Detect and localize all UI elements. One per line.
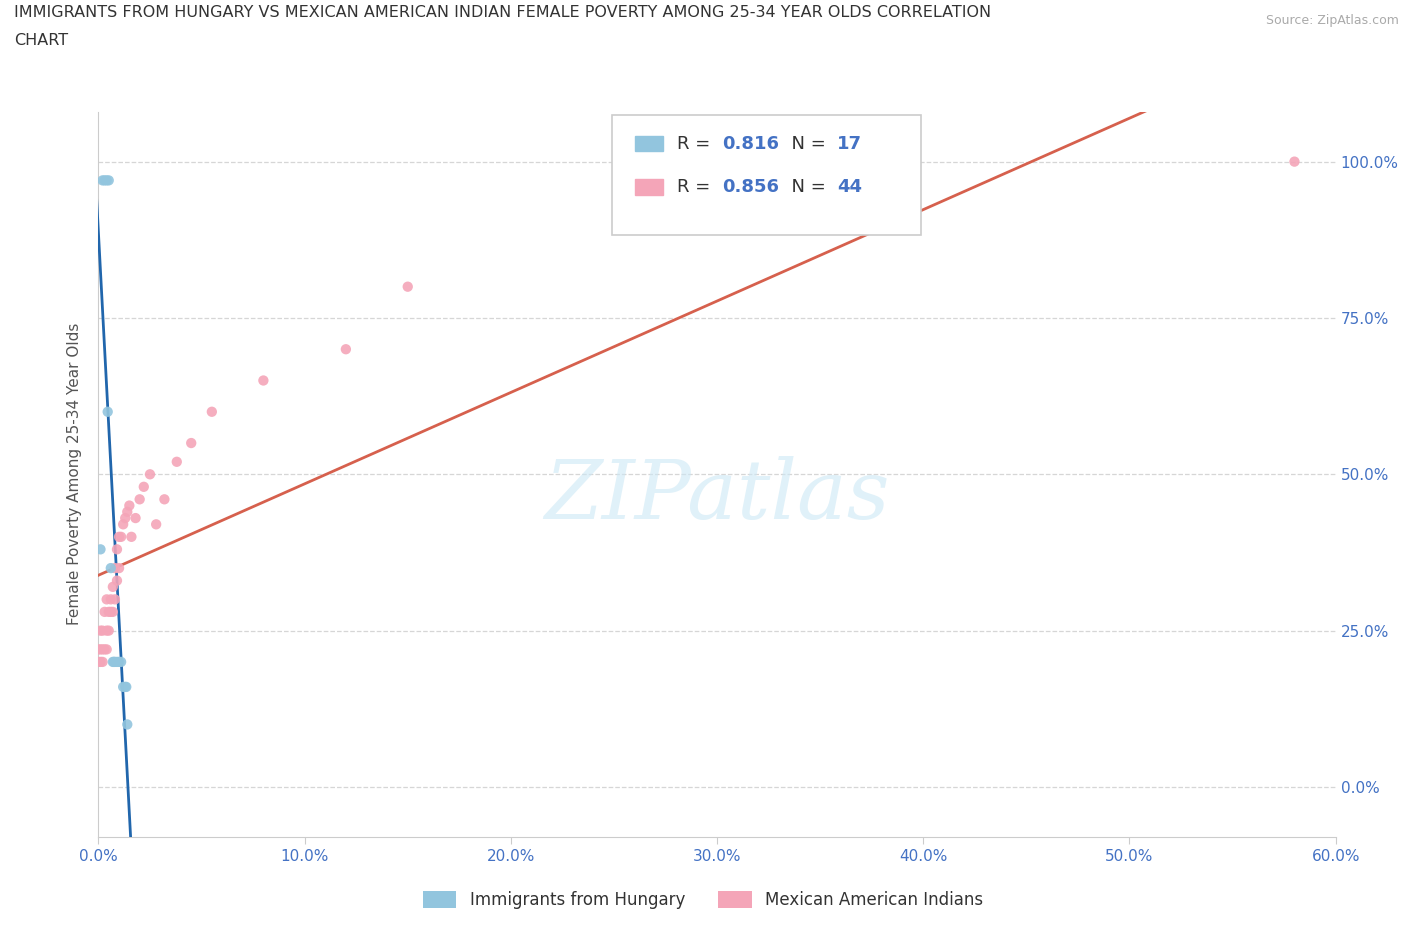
Point	[87, 655, 110, 670]
Point	[120, 529, 142, 544]
Point	[93, 173, 115, 188]
Text: N =: N =	[780, 178, 832, 196]
Point	[1284, 154, 1306, 169]
Y-axis label: Female Poverty Among 25-34 Year Olds: Female Poverty Among 25-34 Year Olds	[67, 323, 83, 626]
Point	[117, 504, 139, 519]
Point	[124, 511, 146, 525]
Point	[91, 173, 114, 188]
FancyBboxPatch shape	[612, 115, 921, 235]
Point	[104, 655, 127, 670]
Point	[104, 561, 127, 576]
Point	[252, 373, 274, 388]
Point	[91, 623, 114, 638]
Text: IMMIGRANTS FROM HUNGARY VS MEXICAN AMERICAN INDIAN FEMALE POVERTY AMONG 25-34 YE: IMMIGRANTS FROM HUNGARY VS MEXICAN AMERI…	[14, 5, 991, 20]
FancyBboxPatch shape	[636, 179, 662, 195]
Point	[108, 529, 131, 544]
Point	[153, 492, 176, 507]
Point	[114, 511, 136, 525]
Point	[89, 623, 111, 638]
Text: 0.856: 0.856	[723, 178, 779, 196]
Point	[91, 655, 114, 670]
Point	[128, 492, 150, 507]
Point	[110, 655, 132, 670]
Point	[115, 680, 138, 695]
Point	[108, 655, 131, 670]
Point	[105, 655, 128, 670]
Legend: Immigrants from Hungary, Mexican American Indians: Immigrants from Hungary, Mexican America…	[415, 883, 991, 917]
Text: 17: 17	[837, 135, 862, 153]
Point	[100, 561, 122, 576]
Text: ZIPatlas: ZIPatlas	[544, 456, 890, 536]
Point	[201, 405, 224, 419]
Point	[105, 573, 128, 588]
Text: R =: R =	[678, 135, 717, 153]
Text: N =: N =	[780, 135, 832, 153]
FancyBboxPatch shape	[636, 136, 662, 152]
Point	[104, 591, 127, 606]
Point	[87, 642, 110, 657]
Point	[132, 479, 155, 494]
Text: Source: ZipAtlas.com: Source: ZipAtlas.com	[1265, 14, 1399, 27]
Point	[110, 529, 132, 544]
Point	[97, 623, 120, 638]
Text: 44: 44	[837, 178, 862, 196]
Point	[100, 604, 122, 619]
Point	[96, 623, 118, 638]
Text: 0.816: 0.816	[723, 135, 779, 153]
Point	[117, 717, 139, 732]
Point	[105, 542, 128, 557]
Point	[101, 604, 124, 619]
Point	[118, 498, 141, 513]
Point	[145, 517, 167, 532]
Point	[396, 279, 419, 294]
Point	[180, 435, 202, 450]
Point	[96, 642, 118, 657]
Point	[166, 455, 188, 470]
Point	[114, 680, 136, 695]
Point	[335, 342, 357, 357]
Point	[91, 642, 114, 657]
Point	[97, 173, 120, 188]
Point	[100, 591, 122, 606]
Point	[93, 642, 115, 657]
Point	[103, 655, 125, 670]
Point	[96, 591, 118, 606]
Point	[89, 542, 111, 557]
Text: R =: R =	[678, 178, 717, 196]
Point	[97, 405, 120, 419]
Point	[89, 642, 111, 657]
Point	[93, 604, 115, 619]
Point	[108, 561, 131, 576]
Text: CHART: CHART	[14, 33, 67, 47]
Point	[112, 517, 135, 532]
Point	[101, 579, 124, 594]
Point	[139, 467, 162, 482]
Point	[89, 655, 111, 670]
Point	[97, 604, 120, 619]
Point	[96, 173, 118, 188]
Point	[112, 680, 135, 695]
Point	[101, 655, 124, 670]
